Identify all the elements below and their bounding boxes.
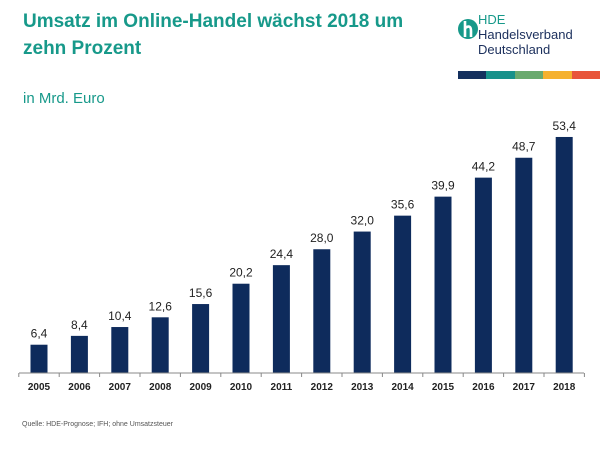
bar-2010 (232, 283, 250, 373)
x-tick-label: 2015 (432, 382, 455, 393)
logo-stripe (514, 71, 544, 79)
value-label: 15,6 (189, 286, 213, 300)
source-note: Quelle: HDE-Prognose; IFH; ohne Umsatzst… (22, 421, 173, 428)
bar-2013 (353, 231, 371, 373)
bar-2007 (111, 327, 129, 373)
value-label: 39,9 (431, 179, 455, 193)
hde-logo: HDE Handelsverband Deutschland (458, 12, 600, 82)
x-tick-label: 2008 (149, 382, 172, 393)
x-tick-label: 2007 (109, 382, 132, 393)
unit-label: in Mrd. Euro (23, 90, 105, 107)
bar-2012 (313, 249, 331, 373)
bar-2006 (70, 335, 88, 373)
value-label: 35,6 (391, 198, 415, 212)
value-label: 53,4 (553, 119, 577, 133)
x-tick-label: 2009 (189, 382, 212, 393)
value-label: 28,0 (310, 231, 334, 245)
hde-logo-icon (458, 19, 478, 39)
x-tick-label: 2005 (28, 382, 51, 393)
value-label: 32,0 (351, 214, 375, 228)
value-label: 20,2 (229, 266, 253, 280)
logo-stripe (486, 71, 515, 79)
value-label: 10,4 (108, 309, 132, 323)
bar-2015 (434, 196, 452, 373)
bar-2014 (394, 215, 412, 373)
logo-stripe (543, 71, 572, 79)
x-tick-label: 2013 (351, 382, 374, 393)
value-label: 24,4 (270, 247, 294, 261)
logo-stripe (571, 71, 600, 79)
value-label: 48,7 (512, 140, 536, 154)
bar-2016 (474, 177, 492, 373)
value-label: 44,2 (472, 160, 496, 174)
logo-line3: Deutschland (478, 42, 551, 57)
bar-2017 (515, 157, 533, 373)
chart-title: Umsatz im Online-Handel wächst 2018 um z… (23, 11, 404, 59)
value-label: 8,4 (71, 318, 88, 332)
bar-2009 (192, 304, 210, 373)
x-tick-label: 2014 (391, 382, 414, 393)
value-label: 6,4 (31, 327, 48, 341)
logo-line2: Handelsverband (478, 27, 573, 42)
logo-hde: HDE (478, 12, 506, 27)
logo-stripe (458, 71, 487, 79)
x-tick-label: 2006 (68, 382, 91, 393)
bar-2005 (30, 344, 48, 373)
x-tick-label: 2018 (553, 382, 576, 393)
x-tick-label: 2010 (230, 382, 253, 393)
x-tick-label: 2011 (271, 382, 293, 393)
x-tick-label: 2016 (472, 382, 495, 393)
x-tick-label: 2017 (513, 382, 536, 393)
x-tick-label: 2012 (311, 382, 334, 393)
bar-2008 (151, 317, 169, 373)
value-label: 12,6 (149, 299, 173, 313)
bar-2011 (272, 265, 290, 373)
bar-2018 (555, 136, 573, 373)
